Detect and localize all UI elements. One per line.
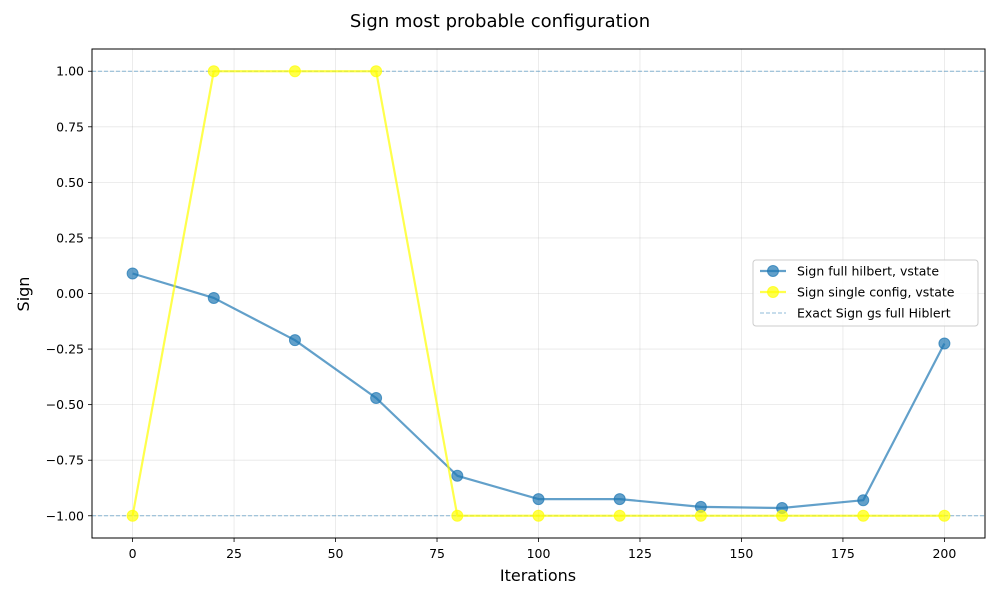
legend: Sign full hilbert, vstate Sign single con… — [752, 259, 979, 327]
series-1 — [126, 267, 951, 514]
data-point — [207, 291, 220, 304]
data-point — [532, 509, 545, 522]
series-2 — [126, 65, 951, 522]
y-tick-label: −0.75 — [46, 453, 84, 468]
y-tick-label: −0.25 — [46, 342, 84, 357]
x-tick-label: 150 — [730, 546, 754, 561]
data-point — [857, 509, 870, 522]
legend-box — [752, 259, 979, 327]
legend-item: Sign full hilbert, vstate — [760, 264, 939, 279]
y-tick-label: −0.50 — [46, 397, 84, 412]
data-point — [370, 391, 383, 404]
legend-label: Sign single config, vstate — [797, 285, 955, 300]
data-point — [451, 509, 464, 522]
x-tick-label: 175 — [831, 546, 855, 561]
chart-title: Sign most probable configuration — [350, 11, 650, 32]
data-point — [532, 493, 545, 506]
legend-label: Sign full hilbert, vstate — [797, 264, 939, 279]
data-point — [938, 509, 951, 522]
y-tick-label: 1.00 — [56, 64, 84, 79]
y-tick-label: 0.50 — [56, 175, 84, 190]
x-axis-title: Iterations — [500, 566, 576, 585]
y-axis-ticks: −1.00 −0.75 −0.50 −0.25 0.00 0.25 0.50 0.75 1.00 — [46, 64, 92, 523]
x-tick-label: 200 — [932, 546, 956, 561]
series-layer — [126, 65, 951, 522]
legend-item: Exact Sign gs full Hiblert — [760, 306, 951, 321]
data-point — [613, 493, 626, 506]
data-point — [613, 509, 626, 522]
data-point — [370, 65, 383, 78]
legend-label: Exact Sign gs full Hiblert — [797, 306, 951, 321]
x-tick-label: 125 — [628, 546, 652, 561]
y-tick-label: 0.75 — [56, 119, 84, 134]
data-point — [126, 509, 139, 522]
data-point — [288, 65, 301, 78]
x-axis-ticks: 0 25 50 75 100 125 150 175 200 — [129, 538, 956, 561]
x-tick-label: 50 — [328, 546, 344, 561]
data-point — [207, 65, 220, 78]
y-axis-title: Sign — [14, 277, 33, 312]
data-point — [288, 334, 301, 347]
x-tick-label: 0 — [129, 546, 137, 561]
y-tick-label: −1.00 — [46, 508, 84, 523]
data-point — [938, 337, 951, 350]
legend-item: Sign single config, vstate — [760, 285, 955, 300]
x-tick-label: 100 — [527, 546, 551, 561]
data-point — [776, 509, 789, 522]
y-tick-label: 0.00 — [56, 286, 84, 301]
y-tick-label: 0.25 — [56, 230, 84, 245]
data-point — [126, 267, 139, 280]
legend-marker-swatch — [767, 286, 779, 298]
data-point — [857, 494, 870, 507]
legend-marker-swatch — [767, 265, 779, 277]
x-tick-label: 25 — [226, 546, 242, 561]
x-tick-label: 75 — [429, 546, 445, 561]
data-point — [694, 509, 707, 522]
data-point — [451, 469, 464, 482]
